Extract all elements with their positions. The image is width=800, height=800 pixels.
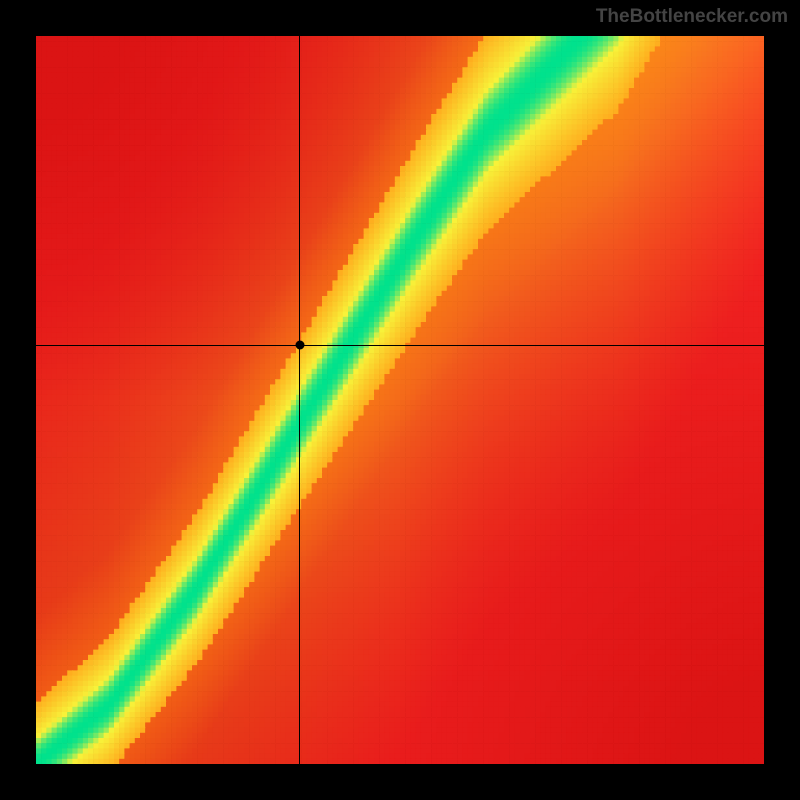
attribution-text: TheBottlenecker.com [596, 6, 788, 28]
plot-area [36, 36, 764, 764]
crosshair-vertical [299, 36, 300, 764]
heatmap-canvas [36, 36, 764, 764]
crosshair-horizontal [36, 345, 764, 346]
crosshair-marker [295, 341, 304, 350]
chart-frame: TheBottlenecker.com [0, 0, 800, 800]
